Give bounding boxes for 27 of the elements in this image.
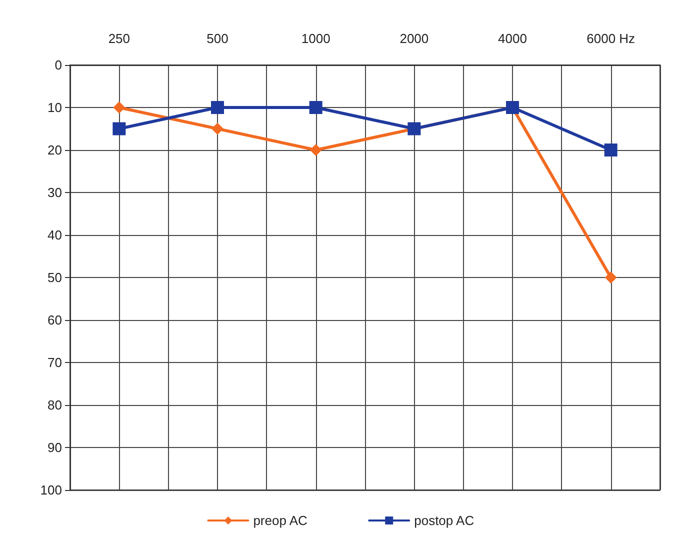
y-tick-label: 30 — [48, 185, 62, 200]
y-tick-label: 80 — [48, 398, 62, 412]
x-tick-label: 250 — [108, 31, 130, 46]
y-tick-label: 70 — [48, 355, 62, 370]
point — [310, 144, 322, 156]
legend-label: postop AC — [414, 513, 474, 528]
point — [211, 101, 224, 114]
x-tick-label: 6000 Hz — [586, 31, 636, 46]
y-tick-label: 50 — [48, 270, 62, 285]
point — [112, 122, 126, 136]
x-tick-label: 500 — [206, 31, 228, 46]
y-tick-label: 10 — [48, 100, 62, 115]
point — [113, 102, 126, 114]
legend-label: preop AC — [253, 513, 308, 528]
point — [604, 272, 617, 284]
y-tick-label: 20 — [48, 142, 62, 158]
x-tick-label: 1000 — [301, 31, 330, 46]
point — [212, 122, 224, 135]
y-tick-label: 90 — [48, 440, 62, 455]
y-tick-label: 0 — [54, 58, 62, 72]
point — [309, 101, 322, 114]
y-tick-label: 100 — [40, 482, 62, 498]
x-tick-label: 4000 — [498, 31, 527, 46]
x-tick-label: 2000 — [400, 31, 429, 46]
y-tick-label: 60 — [48, 312, 62, 328]
y-tick-label: 40 — [48, 228, 62, 242]
point — [604, 144, 618, 156]
